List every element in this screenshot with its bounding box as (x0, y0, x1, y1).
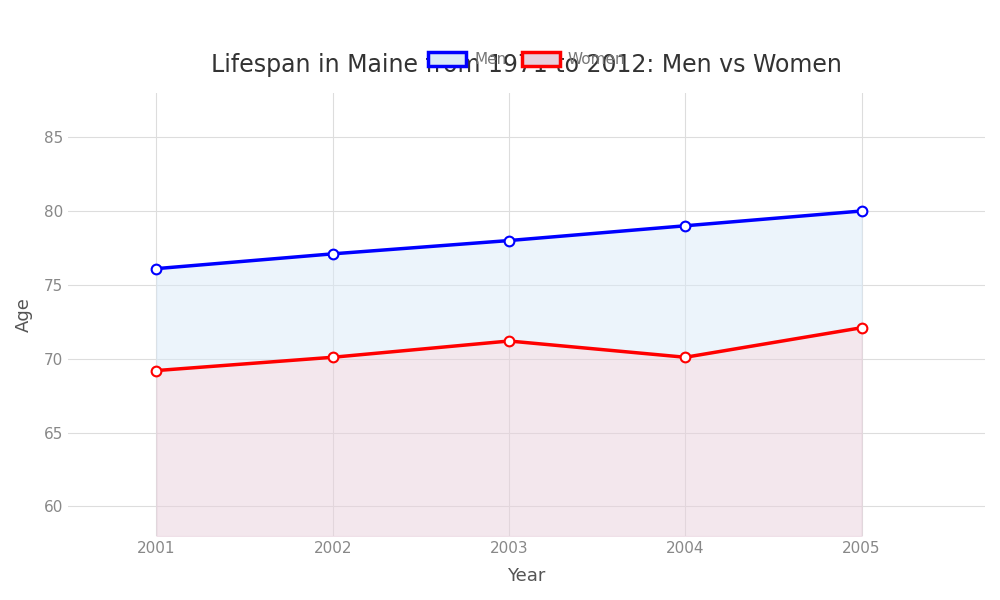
Title: Lifespan in Maine from 1971 to 2012: Men vs Women: Lifespan in Maine from 1971 to 2012: Men… (211, 53, 842, 77)
Legend: Men, Women: Men, Women (424, 47, 630, 71)
Y-axis label: Age: Age (15, 297, 33, 332)
X-axis label: Year: Year (507, 567, 546, 585)
